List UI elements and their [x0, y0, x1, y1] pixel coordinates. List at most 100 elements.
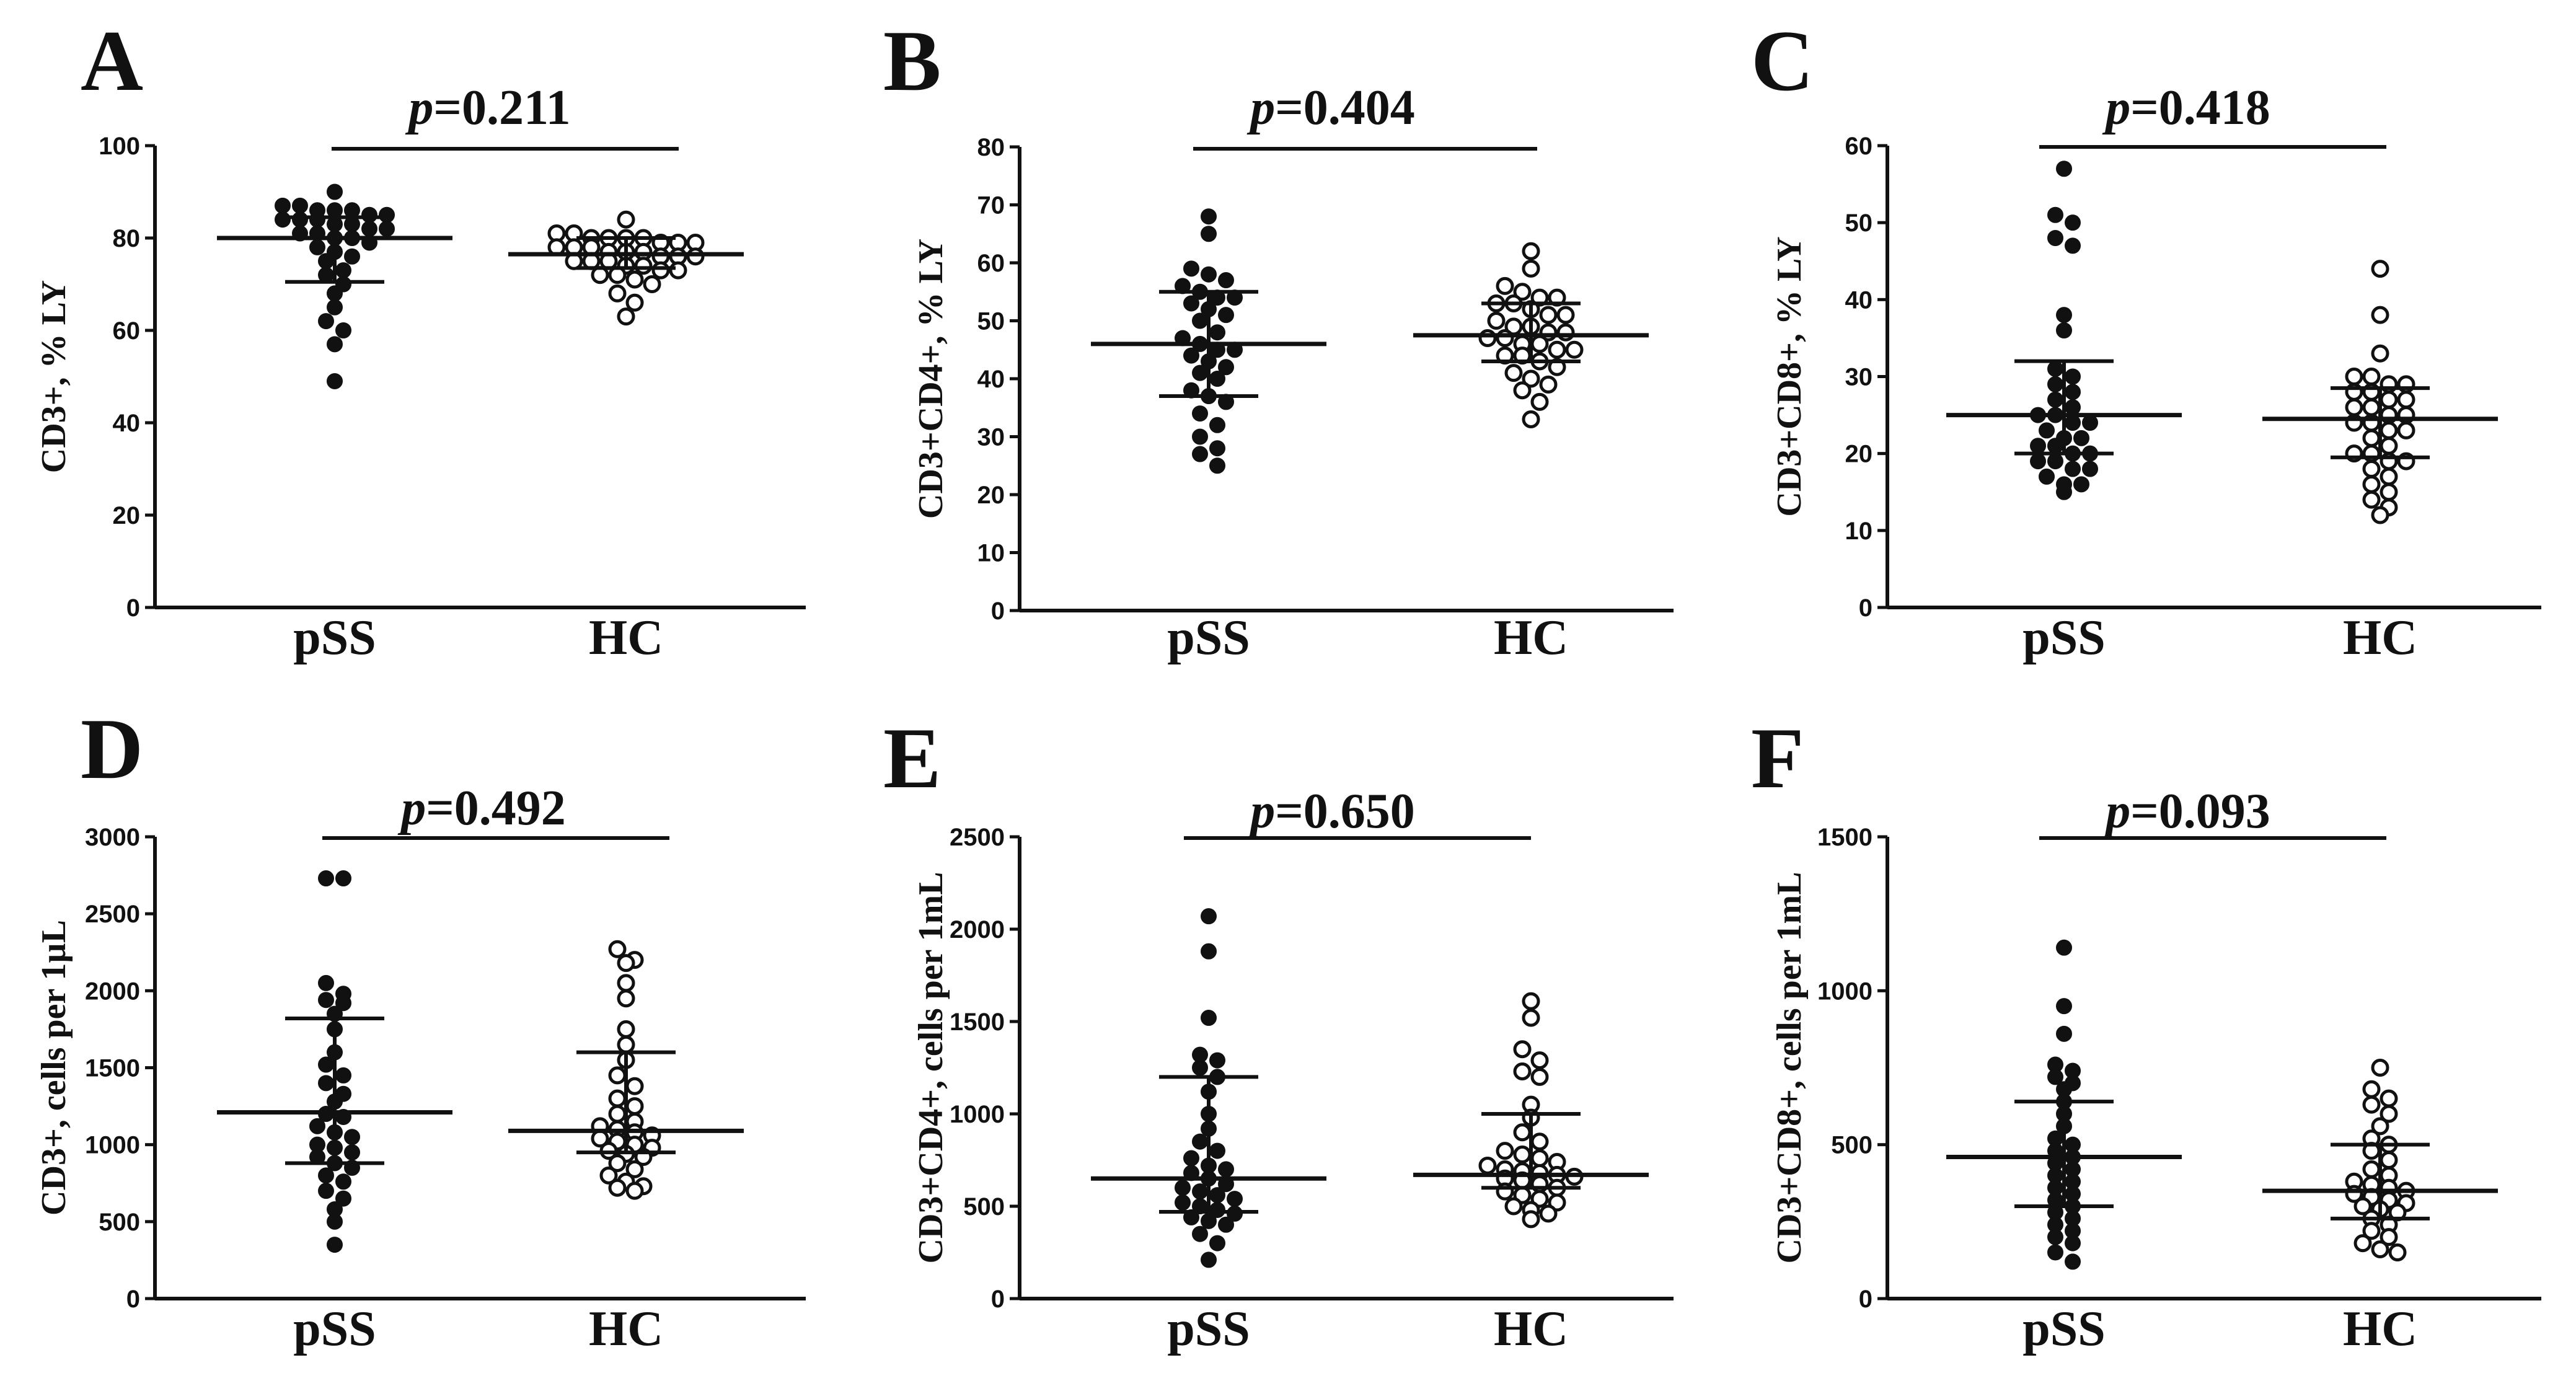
y-tick-label: 1500	[85, 1055, 140, 1082]
y-axis-label: CD3+CD4+, cells per 1mL	[912, 872, 950, 1263]
svg-text:p=0.650: p=0.650	[1246, 784, 1415, 839]
pss-point	[2047, 376, 2063, 392]
pss-point	[275, 211, 291, 228]
y-tick-label: 10	[977, 540, 1005, 567]
hc-point	[2380, 1151, 2398, 1169]
pss-point	[1201, 266, 1217, 283]
hc-point	[1522, 992, 1540, 1010]
panel-letter: C	[1751, 13, 1814, 109]
hc-point	[1556, 323, 1575, 342]
hc-point	[2371, 260, 2389, 278]
pss-point	[2047, 1244, 2063, 1261]
pss-point	[318, 1056, 334, 1073]
hc-point	[608, 1105, 627, 1123]
pss-point	[318, 974, 334, 991]
p-value-text: =0.492	[426, 781, 566, 836]
panel-d: D p=0.492 CD3+, cells per 1µL 0 500 1000 15…	[35, 701, 806, 1356]
y-tick-label: 0	[991, 1286, 1005, 1313]
y-axis-label: CD3+CD4+, % LY	[912, 239, 950, 519]
pss-point	[1192, 405, 1208, 422]
hc-point	[608, 940, 627, 958]
y-tick-label: 0	[1859, 594, 1872, 622]
p-value: p=0.211	[405, 81, 570, 135]
y-tick-label: 80	[977, 134, 1005, 161]
pss-point	[1218, 359, 1234, 376]
pss-point	[318, 253, 334, 270]
hc-point	[1539, 306, 1558, 324]
pss-point	[2047, 453, 2063, 470]
hc-point	[625, 1097, 644, 1116]
pss-point	[2039, 422, 2055, 439]
hc-point	[2380, 467, 2398, 486]
hc-point	[1513, 1145, 1532, 1164]
x-category-label: pSS	[293, 1302, 376, 1356]
p-value-text: =0.404	[1275, 81, 1415, 135]
hc-point	[1539, 375, 1558, 394]
pss-point	[344, 248, 360, 265]
x-category-label: HC	[589, 611, 663, 665]
panel-b: B p=0.404 CD3+CD4+, % LY 0 10 20 30 40 50 60 70…	[883, 13, 1674, 665]
hc-point	[1522, 259, 1540, 278]
pss-point	[1218, 1216, 1234, 1233]
pss-point	[2082, 415, 2098, 431]
x-category-label: HC	[1494, 611, 1568, 665]
hc-point	[2371, 306, 2389, 324]
pss-point	[1201, 1212, 1217, 1229]
hc-point	[1504, 364, 1523, 382]
hc-point	[1522, 369, 1540, 388]
y-tick-label: 500	[1831, 1132, 1872, 1159]
hc-point	[1565, 340, 1584, 359]
pss-point	[1183, 260, 1199, 277]
y-tick-label: 2000	[85, 978, 140, 1005]
p-value: p=0.650	[1246, 784, 1415, 839]
pss-point	[335, 1173, 351, 1190]
pss-point	[1175, 1180, 1191, 1196]
y-tick-label: 100	[99, 133, 140, 160]
hc-point	[2380, 421, 2398, 439]
pss-point	[318, 1183, 334, 1199]
pss-point	[2056, 322, 2072, 338]
hc-point	[2362, 429, 2381, 448]
pss-point	[379, 221, 395, 237]
y-tick-label: 2000	[950, 916, 1005, 943]
pss-point	[2039, 468, 2055, 485]
y-axis-label: CD3+CD8+, % LY	[1770, 236, 1809, 516]
pss-point	[1209, 1187, 1225, 1204]
y-tick-label: 3000	[85, 824, 140, 851]
pss-point	[2047, 391, 2063, 408]
hc-point	[608, 1154, 627, 1172]
pss-point	[361, 206, 377, 223]
pss-point	[1201, 943, 1217, 960]
panel-e: E p=0.650 CD3+CD4+, cells per 1mL 0 500 10…	[883, 710, 1674, 1356]
pss-point	[2030, 453, 2046, 470]
pss-point	[2030, 438, 2046, 454]
panel-letter: F	[1751, 710, 1804, 806]
y-tick-label: 30	[977, 424, 1005, 451]
hc-point	[1513, 1123, 1532, 1142]
pss-point	[1183, 295, 1199, 312]
pss-point	[2065, 384, 2081, 400]
hc-point	[1530, 1067, 1549, 1086]
hc-point	[1530, 392, 1549, 411]
hc-point	[2371, 506, 2389, 524]
y-axis-label: CD3+, cells per 1µL	[35, 920, 73, 1216]
y-tick-label: 0	[1859, 1286, 1872, 1313]
pss-point	[1201, 1010, 1217, 1026]
pss-point	[1227, 1191, 1243, 1207]
y-tick-label: 50	[1845, 210, 1873, 237]
pss-point	[1201, 226, 1217, 242]
pss-point	[1192, 1059, 1208, 1076]
pss-point	[292, 197, 308, 214]
hc-point	[2380, 436, 2398, 455]
hc-point	[1539, 1204, 1558, 1223]
hc-point	[2362, 1222, 2381, 1240]
hc-point	[617, 307, 635, 326]
pss-point	[1209, 457, 1225, 474]
pss-point	[2056, 939, 2072, 956]
pss-point	[2065, 1253, 2081, 1270]
panel-letter: D	[81, 701, 143, 797]
pss-point	[309, 239, 325, 255]
hc-point	[2371, 1117, 2389, 1136]
pss-point	[309, 1118, 325, 1134]
